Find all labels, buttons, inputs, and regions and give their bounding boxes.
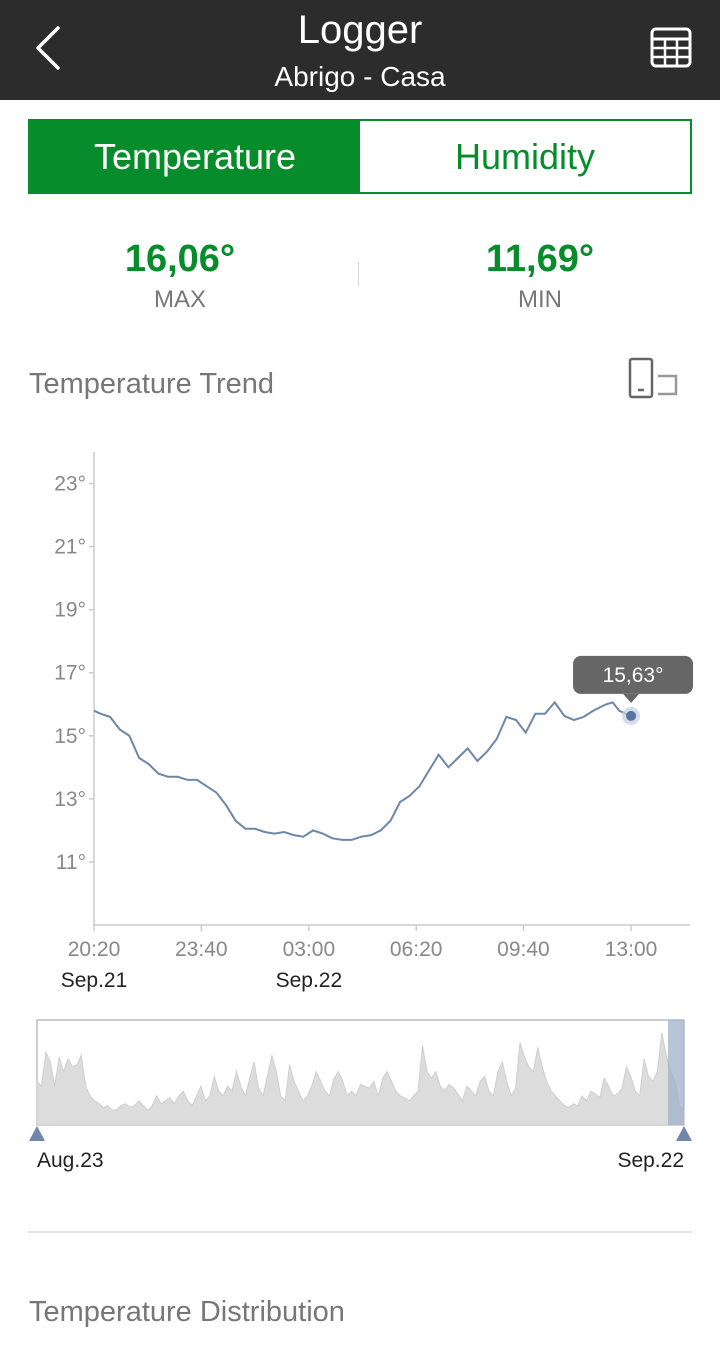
page-subtitle: Abrigo - Casa [274,61,446,92]
x-tick-label: 20:20 [68,938,121,961]
tab-temperature[interactable]: Temperature [30,121,360,192]
x-tick-label: 03:00 [283,938,336,961]
temperature-trend-chart[interactable]: 23° 21° 19° 17° 15° 13° 11° 20:20 23:40 03:00 06:… [0,440,720,1000]
tooltip-pointer [623,693,640,703]
max-label: MAX [153,286,206,313]
max-stat: 16,06° MAX [30,236,330,314]
range-end-label: Sep.22 [617,1149,684,1172]
back-button[interactable] [24,22,80,78]
y-tick-label: 23° [54,473,86,496]
series-layer [93,700,632,841]
page-title: Logger [297,8,423,52]
tooltip-point [626,710,637,721]
rotate-screen-icon [628,357,678,399]
x-date-label: Sep.22 [276,969,343,992]
min-value: 11,69° [485,238,595,280]
range-end-handle [676,1126,692,1141]
app-header: Logger Abrigo - Casa [0,0,720,100]
x-axis: 20:20 23:40 03:00 06:20 09:40 13:00 Sep.21 Sep.… [61,924,690,992]
x-tick-label: 09:40 [497,938,550,961]
chevron-left-icon [36,26,60,70]
range-selector[interactable]: Aug.23 Sep.22 [0,1010,720,1180]
y-tick-label: 17° [54,662,86,685]
range-start-label: Aug.23 [37,1149,104,1172]
temperature-series-line [93,700,632,841]
tooltip-layer: 15,63° [573,655,694,725]
metric-tabs: Temperature Humidity [28,119,692,194]
table-grid-icon [650,27,692,68]
y-tick-label: 15° [54,725,86,748]
trend-title: Temperature Trend [29,368,275,400]
x-tick-label: 23:40 [175,938,228,961]
tooltip-label: 15,63° [603,664,664,687]
x-tick-label: 13:00 [605,938,658,961]
x-tick-label: 06:20 [390,938,443,961]
y-tick-label: 19° [54,599,86,622]
y-axis: 23° 21° 19° 17° 15° 13° 11° [54,452,95,925]
rotate-screen-button[interactable] [626,356,682,402]
range-start-handle [29,1126,45,1141]
min-stat: 11,69° MIN [390,236,690,314]
tooltip-box [573,655,694,694]
range-area [36,1032,685,1126]
y-tick-label: 13° [54,788,86,811]
y-tick-label: 11° [56,851,86,874]
stats-divider [358,262,359,286]
tab-humidity[interactable]: Humidity [360,121,690,192]
distribution-title: Temperature Distribution [29,1296,345,1328]
range-overview: Aug.23 Sep.22 [29,1019,692,1172]
min-label: MIN [518,286,562,313]
table-view-button[interactable] [646,24,696,74]
y-tick-label: 21° [54,536,86,559]
range-selection-window [668,1020,684,1125]
max-value: 16,06° [124,238,236,280]
x-date-label: Sep.21 [61,969,128,992]
section-divider [28,1231,692,1233]
